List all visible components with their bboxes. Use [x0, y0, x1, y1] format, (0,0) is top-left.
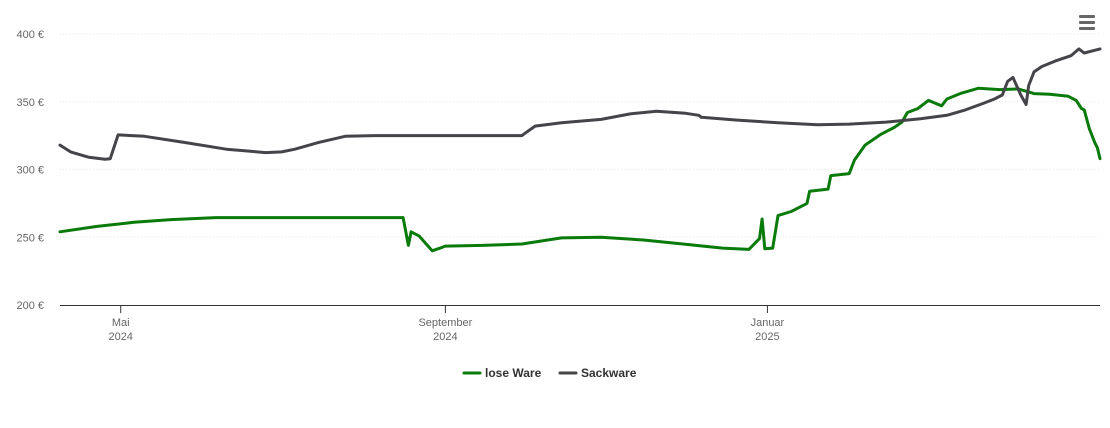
y-tick-label: 350 € — [16, 97, 44, 109]
axis-layer: 200 € 250 € 300 € 350 € 400 € Mai 2024 Septembe… — [16, 29, 1100, 343]
y-tick-label: 200 € — [16, 300, 44, 312]
x-tick-sublabel: 2024 — [108, 331, 132, 343]
series-layer — [58, 47, 1102, 253]
legend-item-sackware[interactable]: Sackware — [558, 366, 637, 380]
grid-layer — [60, 33, 1100, 238]
y-tick-label: 300 € — [16, 165, 44, 177]
legend[interactable]: lose Ware Sackware — [462, 366, 637, 380]
x-tick-sublabel: 2025 — [755, 331, 779, 343]
chart-menu-icon[interactable] — [1076, 12, 1098, 32]
y-tick-label: 400 € — [16, 29, 44, 41]
y-tick-label: 250 € — [16, 232, 44, 244]
legend-label: lose Ware — [485, 366, 542, 380]
x-tick-label: September — [418, 317, 472, 329]
x-tick-label: Januar — [751, 317, 785, 329]
x-tick-sublabel: 2024 — [433, 331, 457, 343]
legend-item-lose-ware[interactable]: lose Ware — [462, 366, 542, 380]
series-line-sackware[interactable] — [58, 47, 1102, 161]
legend-label: Sackware — [581, 366, 637, 380]
x-tick-label: Mai — [112, 317, 130, 329]
